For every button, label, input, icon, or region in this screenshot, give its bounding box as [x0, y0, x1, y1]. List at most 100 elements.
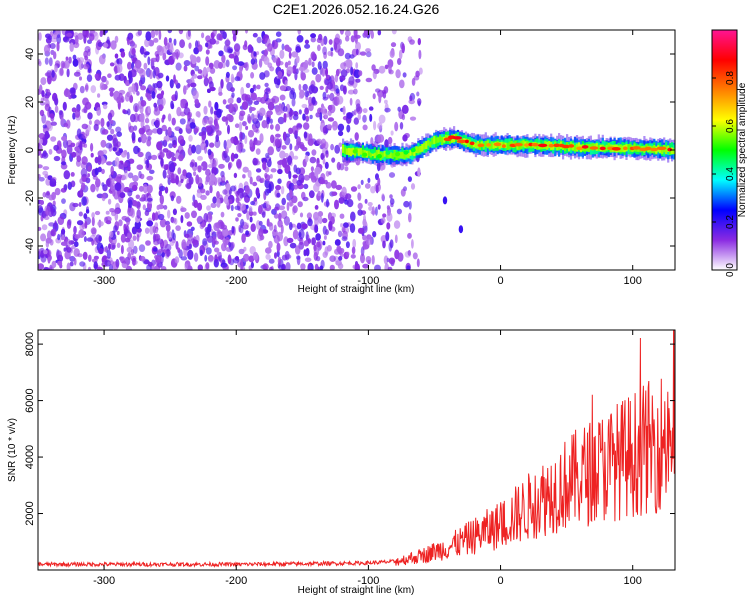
spectrogram-noise-cell [298, 109, 302, 115]
spectrogram-noise-cell [416, 258, 420, 268]
spectrogram-noise-cell [309, 114, 313, 120]
spectrogram-noise-cell [273, 234, 280, 244]
spectrogram-noise-cell [277, 256, 282, 265]
spectrogram-noise-cell [63, 122, 69, 128]
spectrogram-noise-cell [327, 110, 332, 116]
spectrogram-noise-cell [298, 229, 305, 240]
spectrogram-noise-cell [120, 182, 125, 192]
spectrogram-noise-cell [325, 229, 329, 236]
spectrogram-noise-cell [265, 247, 272, 254]
spectrogram-noise-cell [262, 161, 267, 171]
spectrogram-noise-cell [397, 252, 404, 262]
spectrogram-noise-cell [38, 133, 45, 139]
spectrogram-noise-cell [155, 117, 161, 128]
spectrogram-noise-cell [238, 121, 243, 132]
spectrogram-noise-cell [139, 68, 146, 78]
spectrogram-noise-cell [151, 65, 156, 70]
spectrogram-noise-cell [341, 186, 347, 196]
spectrogram-noise-cell [171, 117, 176, 126]
spectrogram-noise-cell [58, 110, 63, 116]
spectrogram-noise-cell [126, 91, 132, 97]
spectrogram-noise-cell [241, 192, 248, 198]
spectrogram-noise-cell [110, 119, 114, 125]
spectrogram-noise-cell [300, 72, 306, 81]
spectrogram-noise-cell [225, 116, 229, 126]
spectrogram-noise-cell [39, 200, 44, 205]
spectrogram-noise-cell [272, 40, 275, 48]
spectrogram-noise-cell [325, 182, 332, 189]
spectrogram-noise-cell [244, 185, 250, 195]
spectrogram-noise-cell [339, 30, 344, 35]
spectrogram-noise-cell [288, 222, 293, 231]
spectrogram-noise-cell [301, 191, 306, 200]
spectrogram-noise-cell [334, 43, 341, 53]
spectrogram-noise-cell [238, 113, 244, 121]
spectrogram-noise-cell [234, 123, 240, 128]
spectrogram-noise-cell [124, 237, 131, 243]
y-tick-label: 4000 [24, 445, 36, 469]
spectrogram-noise-cell [51, 70, 55, 78]
spectrogram-signal-cell [407, 152, 410, 159]
spectrogram-noise-cell [63, 247, 67, 252]
spectrogram-noise-cell [291, 98, 296, 107]
spectrogram-noise-cell [88, 120, 92, 125]
spectrogram-noise-cell [155, 255, 162, 264]
spectrogram-noise-cell [38, 58, 41, 65]
spectrogram-noise-cell [162, 148, 169, 153]
spectrogram-noise-cell [270, 168, 277, 173]
spectrogram-noise-cell [269, 124, 274, 130]
spectrogram-signal-cell [568, 144, 571, 152]
spectrogram-noise-cell [383, 255, 389, 265]
spectrogram-noise-cell [132, 84, 136, 95]
spectrogram-noise-cell [140, 45, 145, 55]
spectrogram-noise-cell [60, 117, 65, 126]
spectrogram-signal-cell [605, 144, 608, 151]
spectrogram-noise-cell [42, 170, 49, 176]
spectrogram-noise-cell [326, 198, 329, 208]
spectrogram-noise-cell [77, 32, 84, 40]
spectrogram-noise-cell [365, 77, 373, 83]
spectrogram-signal-cell [577, 142, 581, 150]
spectrogram-noise-cell [214, 139, 221, 149]
spectrogram-noise-cell [107, 198, 112, 205]
spectrogram-noise-cell [377, 30, 382, 36]
spectrogram-noise-cell [304, 107, 309, 115]
spectrogram-signal-cell [403, 151, 406, 160]
spectrogram-noise-cell [252, 32, 258, 38]
spectrogram-noise-cell [409, 95, 413, 102]
spectrogram-noise-cell [335, 184, 343, 191]
spectrogram-noise-cell [323, 35, 328, 46]
spectrogram-noise-cell [287, 155, 293, 166]
spectrogram-noise-cell [199, 223, 205, 230]
spectrogram-noise-cell [180, 207, 187, 212]
spectrogram-noise-cell [126, 61, 132, 70]
spectrogram-noise-cell [119, 192, 126, 199]
spectrogram-noise-cell [160, 157, 164, 167]
spectrogram-noise-cell [289, 189, 293, 199]
spectrogram-noise-cell [259, 234, 265, 241]
spectrogram-signal-cell [347, 147, 351, 156]
spectrogram-noise-cell [372, 206, 375, 216]
spectrogram-noise-cell [338, 197, 345, 204]
spectrogram-noise-cell [38, 174, 41, 179]
spectrogram-signal-cell [470, 142, 473, 149]
spectrogram-noise-cell [307, 263, 311, 270]
spectrogram-noise-cell [252, 251, 259, 261]
spectrogram-noise-cell [196, 56, 201, 63]
spectrogram-noise-cell [328, 39, 333, 45]
spectrogram-noise-cell [289, 109, 294, 116]
spectrogram-noise-cell [353, 88, 358, 95]
spectrogram-noise-cell [245, 82, 251, 89]
spectrogram-noise-cell [354, 132, 359, 141]
spectrogram-noise-cell [292, 184, 299, 190]
spectrogram-noise-cell [244, 135, 248, 145]
spectrogram-noise-cell [66, 262, 71, 270]
spectrogram-noise-cell [370, 186, 376, 194]
spectrogram-noise-cell [407, 232, 412, 239]
spectrogram-noise-cell [127, 166, 131, 172]
spectrogram-signal-cell [415, 146, 418, 154]
spectrogram-noise-cell [130, 208, 135, 218]
spectrogram-noise-cell [120, 244, 124, 255]
spectrogram-noise-cell [109, 260, 115, 265]
spectrogram-noise-cell [209, 38, 216, 45]
